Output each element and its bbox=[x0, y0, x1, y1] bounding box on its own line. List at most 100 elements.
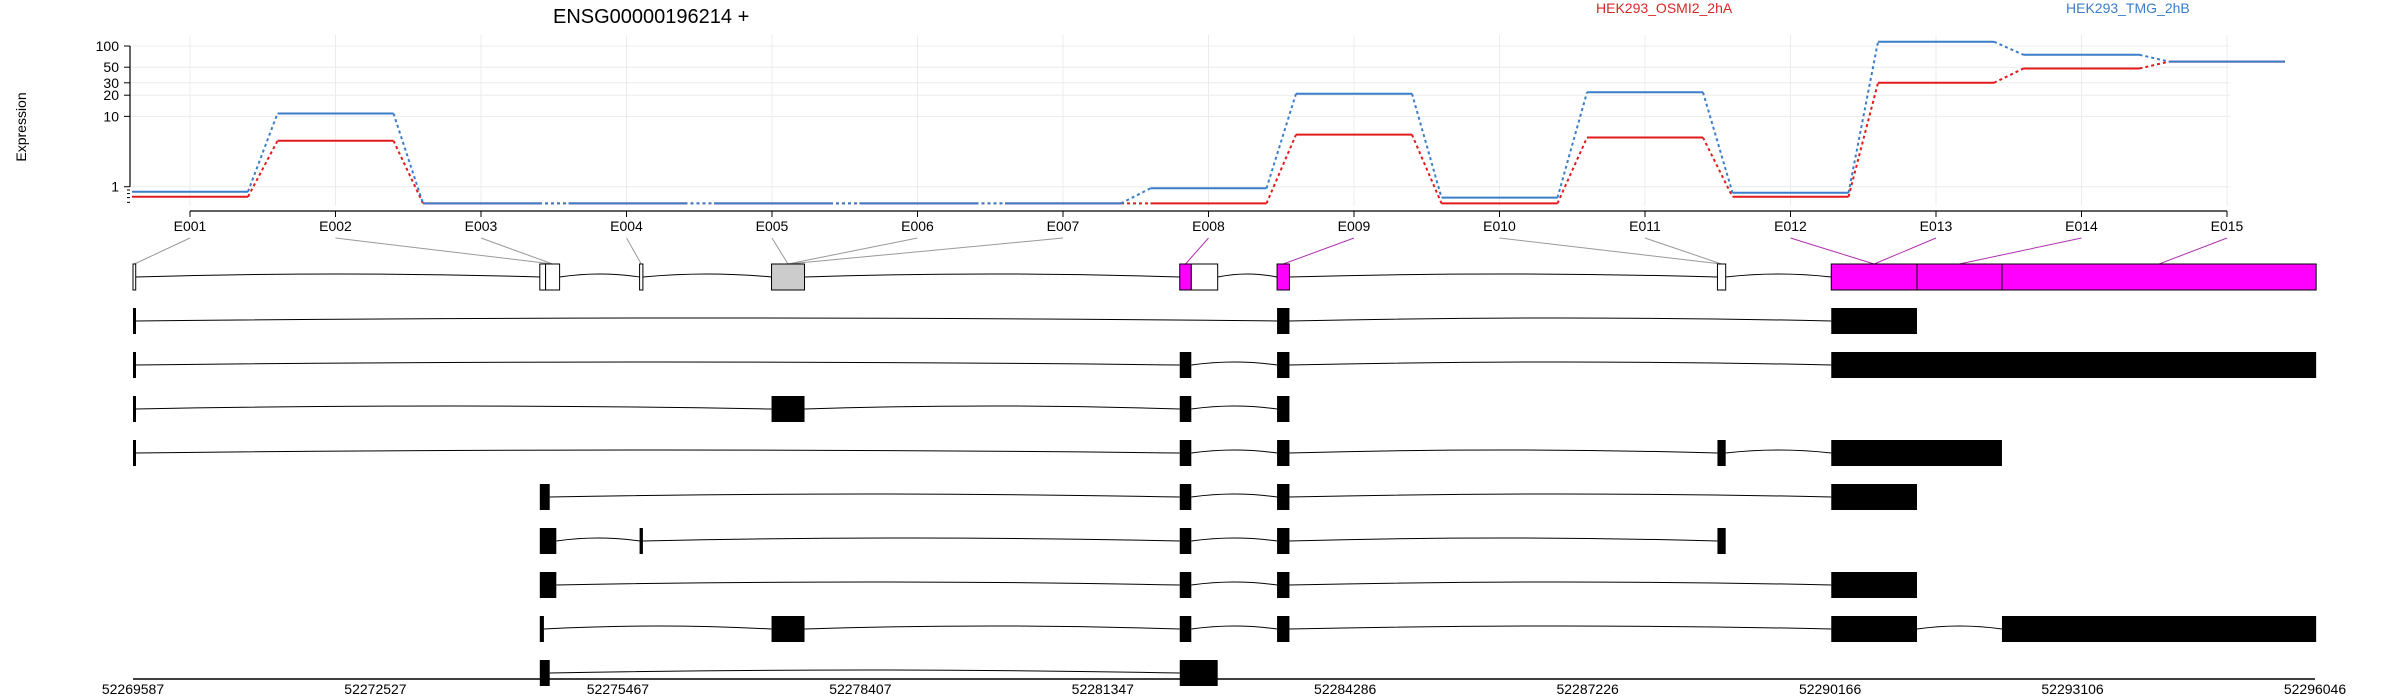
transcript-exon bbox=[1831, 440, 2002, 466]
gene-intron bbox=[1289, 273, 1718, 278]
exon-connector bbox=[626, 237, 642, 265]
x-tick-label: E008 bbox=[1192, 218, 1225, 234]
gene-exon-bin bbox=[1276, 263, 1290, 291]
genomic-tick-label: 52290166 bbox=[1799, 681, 1862, 697]
genomic-tick-label: 52269587 bbox=[102, 681, 165, 697]
series-link-2 bbox=[1411, 93, 1443, 198]
gene-intron bbox=[804, 273, 1180, 278]
transcript-exon bbox=[1179, 484, 1192, 510]
exon-connector bbox=[1790, 237, 1875, 265]
transcript-intron bbox=[1191, 581, 1278, 586]
series-link-1 bbox=[392, 140, 424, 204]
series-link-2 bbox=[1847, 41, 1879, 193]
gene-intron bbox=[1725, 273, 1832, 278]
series-link-2 bbox=[247, 113, 279, 193]
y-tick-label: 20 bbox=[103, 87, 119, 103]
transcript-intron bbox=[1289, 581, 1832, 586]
gene-exon-bin bbox=[545, 263, 561, 291]
transcript-intron bbox=[135, 449, 1180, 454]
x-axis: E001 E002 E003 E004 E005 E006 E007 E008 E009 E010… bbox=[174, 210, 2244, 234]
chart-title: ENSG00000196214 + bbox=[553, 6, 749, 28]
transcript-intron bbox=[135, 361, 1180, 366]
transcript-exon bbox=[1277, 352, 1290, 378]
transcript-exon bbox=[1277, 440, 1290, 466]
x-tick-label: E007 bbox=[1047, 218, 1080, 234]
x-tick-label: E006 bbox=[901, 218, 934, 234]
transcript-intron bbox=[1725, 449, 1832, 454]
exon-connector bbox=[2158, 237, 2228, 265]
genomic-axis: 52269587 52272527 52275467 52278407 52281347… bbox=[102, 678, 2347, 697]
x-tick-label: E013 bbox=[1920, 218, 1953, 234]
x-tick-label: E011 bbox=[1629, 218, 1661, 234]
gene-intron bbox=[1217, 273, 1278, 278]
gene-exon-bin bbox=[1179, 263, 1192, 291]
transcript-intron bbox=[1191, 449, 1278, 454]
exon-connector bbox=[1873, 237, 1937, 265]
series-link-2 bbox=[392, 113, 424, 204]
transcript-intron bbox=[1191, 537, 1278, 542]
transcript-intron bbox=[543, 625, 772, 630]
transcript-models bbox=[133, 308, 2317, 686]
gene-intron bbox=[642, 273, 772, 278]
series-link-1 bbox=[2139, 60, 2170, 70]
transcript-exon bbox=[133, 352, 136, 378]
transcript-exon bbox=[133, 440, 136, 466]
genomic-tick-label: 52296046 bbox=[2284, 681, 2347, 697]
transcript-exon bbox=[539, 572, 557, 598]
exon-connector bbox=[787, 237, 918, 265]
transcript-intron bbox=[1289, 449, 1718, 454]
transcript-intron bbox=[1289, 493, 1832, 498]
transcript-exon bbox=[1717, 440, 1726, 466]
transcript-intron bbox=[1191, 493, 1278, 498]
transcript-exon bbox=[1179, 396, 1192, 422]
x-tick-label: E003 bbox=[465, 218, 498, 234]
y-tick-label: 100 bbox=[96, 38, 120, 54]
gene-exon-bin bbox=[2001, 263, 2317, 291]
transcript-exon bbox=[1179, 440, 1192, 466]
series-link-1 bbox=[1847, 82, 1879, 198]
transcript-exon bbox=[1831, 352, 2317, 378]
transcript-intron bbox=[1916, 625, 2003, 630]
y-tick-label: 30 bbox=[103, 75, 119, 91]
series-lines bbox=[132, 40, 2285, 205]
transcript-exon bbox=[771, 616, 805, 642]
gene-exon-bin bbox=[1830, 263, 1918, 291]
gene-intron bbox=[135, 273, 540, 278]
y-tick-label: 1 bbox=[111, 179, 119, 195]
transcript-exon bbox=[539, 528, 557, 554]
exon-connector bbox=[480, 237, 553, 265]
series-link-2 bbox=[2139, 53, 2170, 63]
exon-connector bbox=[134, 237, 191, 265]
transcript-exon bbox=[1277, 308, 1290, 334]
gene-exon-bin bbox=[539, 263, 547, 291]
transcript-exon bbox=[539, 660, 550, 686]
transcript-intron bbox=[556, 581, 1180, 586]
transcript-exon bbox=[1831, 572, 1918, 598]
transcript-intron bbox=[1289, 625, 1832, 630]
series-link-1 bbox=[1411, 134, 1443, 204]
transcript-intron bbox=[549, 669, 1180, 674]
x-tick-label: E004 bbox=[610, 218, 643, 234]
gene-intron bbox=[559, 273, 640, 278]
genomic-tick-label: 52272527 bbox=[344, 681, 407, 697]
transcript-exon bbox=[2001, 616, 2317, 642]
series-link-1 bbox=[1993, 67, 2024, 84]
series-link-1 bbox=[1265, 134, 1297, 204]
transcript-intron bbox=[1191, 405, 1278, 410]
transcript-exon bbox=[539, 616, 544, 642]
series-link-2 bbox=[1993, 40, 2024, 56]
x-tick-label: E010 bbox=[1483, 218, 1516, 234]
transcript-intron bbox=[804, 405, 1180, 410]
transcript-exon bbox=[1179, 660, 1218, 686]
transcript-exon bbox=[1277, 616, 1290, 642]
exon-connector bbox=[1283, 237, 1355, 265]
exon-connector bbox=[771, 237, 789, 265]
grid bbox=[130, 35, 2230, 206]
x-tick-label: E012 bbox=[1774, 218, 1807, 234]
transcript-intron bbox=[642, 537, 1180, 542]
exon-connector bbox=[335, 237, 553, 265]
transcript-intron bbox=[1289, 317, 1832, 322]
y-axis-label: Expression bbox=[13, 92, 29, 161]
